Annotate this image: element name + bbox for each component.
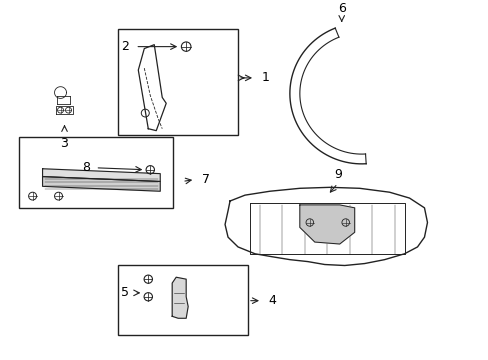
Polygon shape (299, 205, 354, 244)
Text: 3: 3 (61, 138, 68, 150)
Polygon shape (42, 169, 160, 181)
Text: 9: 9 (333, 168, 341, 181)
Bar (118, 29, 238, 135)
Text: 1: 1 (262, 71, 269, 84)
Bar (118, 265, 247, 335)
Polygon shape (42, 177, 160, 191)
Text: 4: 4 (267, 294, 275, 307)
Text: 8: 8 (82, 161, 90, 174)
Text: 7: 7 (202, 173, 210, 186)
Text: 5: 5 (121, 286, 129, 300)
Text: 2: 2 (121, 40, 129, 53)
Bar (19, 138, 173, 208)
Polygon shape (172, 277, 188, 318)
Text: 6: 6 (337, 3, 345, 15)
